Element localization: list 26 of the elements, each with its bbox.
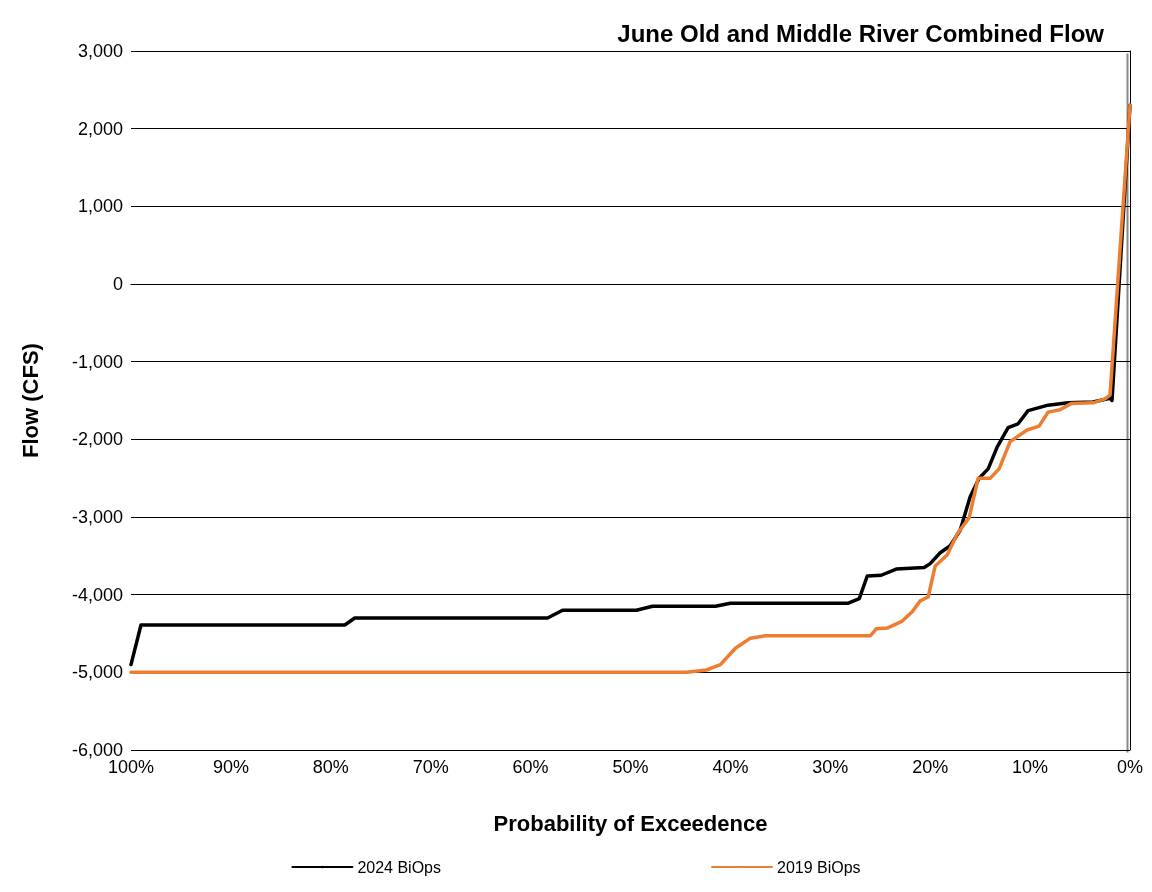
y-tick-label: 3,000 bbox=[77, 41, 123, 61]
y-tick-label: 0 bbox=[112, 274, 123, 294]
x-axis-title: Probability of Exceedence bbox=[493, 810, 768, 836]
x-tick-label: 20% bbox=[912, 757, 949, 777]
x-tick-label: 90% bbox=[212, 757, 249, 777]
x-tick-label: 10% bbox=[1012, 757, 1049, 777]
x-tick-label: 80% bbox=[312, 757, 349, 777]
x-tick-label: 70% bbox=[412, 757, 449, 777]
x-tick-label: 100% bbox=[107, 757, 155, 777]
x-tick-label: 30% bbox=[812, 757, 849, 777]
y-tick-label: -2,000 bbox=[71, 429, 123, 450]
chart-title: June Old and Middle River Combined Flow bbox=[617, 19, 1105, 47]
legend-label: 2024 BiOps bbox=[357, 858, 441, 876]
y-tick-label: 1,000 bbox=[77, 196, 123, 217]
y-tick-label: -1,000 bbox=[71, 351, 123, 372]
y-tick-label: 2,000 bbox=[77, 118, 123, 139]
x-tick-label: 40% bbox=[712, 757, 749, 777]
y-axis-title: Flow (CFS) bbox=[17, 343, 43, 458]
y-tick-label: -4,000 bbox=[71, 584, 123, 605]
legend-label: 2019 BiOps bbox=[777, 858, 861, 876]
x-tick-label: 0% bbox=[1116, 757, 1144, 777]
y-tick-label: -6,000 bbox=[71, 740, 123, 760]
x-tick-label: 50% bbox=[612, 757, 649, 777]
y-tick-label: -5,000 bbox=[71, 662, 123, 683]
x-tick-label: 60% bbox=[512, 757, 549, 777]
y-tick-label: -3,000 bbox=[71, 507, 123, 527]
